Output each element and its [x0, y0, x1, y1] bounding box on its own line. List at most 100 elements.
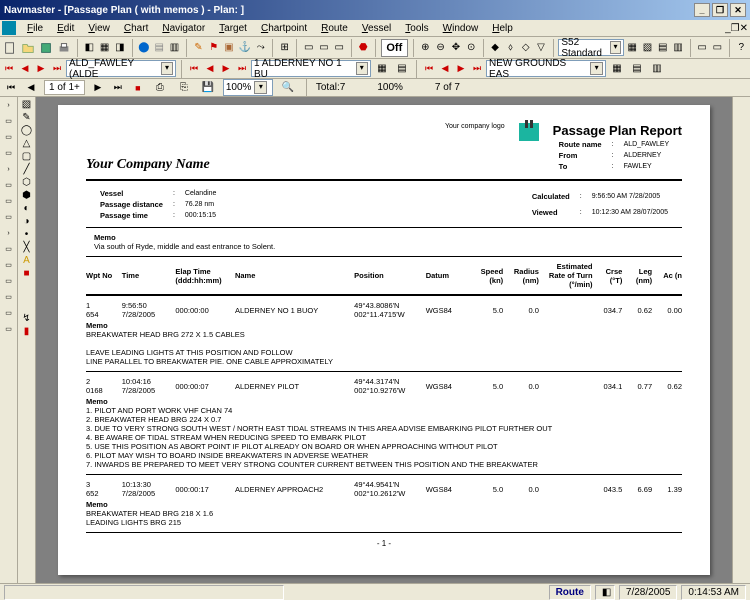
page-next-icon[interactable]: ▶	[91, 81, 105, 95]
nav-tool3-icon[interactable]: ▦	[608, 60, 626, 78]
nav-tool5-icon[interactable]: ▥	[648, 60, 666, 78]
chart-icon[interactable]: ▤	[153, 39, 166, 57]
anchor-icon[interactable]: ⚓	[238, 39, 252, 57]
menu-route[interactable]: Route	[314, 23, 355, 34]
layer3-icon[interactable]: ▭	[333, 39, 346, 57]
next-a-icon[interactable]: ▶	[34, 62, 48, 76]
tool-b-icon[interactable]: ▦	[98, 39, 111, 57]
help-icon[interactable]: ?	[735, 39, 748, 57]
lt-b12[interactable]: ▭	[2, 323, 16, 337]
target-icon[interactable]: ▣	[222, 39, 235, 57]
page-tool-icon[interactable]: ⎘	[175, 79, 193, 97]
grid-icon[interactable]: ⊞	[278, 39, 291, 57]
lt-hide-1[interactable]: ›	[2, 99, 16, 113]
lt-b9[interactable]: ▭	[2, 275, 16, 289]
menu-tools[interactable]: Tools	[398, 23, 435, 34]
lt-b1[interactable]: ▭	[2, 115, 16, 129]
route-combo-a[interactable]: ALD_FAWLEY (ALDE▾	[66, 60, 176, 77]
page-last-icon[interactable]: ⏭	[111, 81, 125, 95]
lt2-b11[interactable]: •	[25, 229, 29, 240]
disp3-icon[interactable]: ▤	[656, 39, 669, 57]
first-a-icon[interactable]: ⏮	[2, 62, 16, 76]
nav-tool2-icon[interactable]: ▤	[393, 60, 411, 78]
restore-button[interactable]: ❐	[712, 3, 728, 17]
page-first-icon[interactable]: ⏮	[4, 81, 18, 95]
danger-icon[interactable]: ⬣	[357, 39, 370, 57]
lt-b6[interactable]: ▭	[2, 211, 16, 225]
lt-b8[interactable]: ▭	[2, 259, 16, 273]
globe-icon[interactable]: ⬤	[137, 39, 150, 57]
prev-a-icon[interactable]: ◀	[18, 62, 32, 76]
first-c-icon[interactable]: ⏮	[422, 62, 436, 76]
ext1-icon[interactable]: ▭	[695, 39, 708, 57]
page-stop-icon[interactable]: ■	[131, 81, 145, 95]
lt-b7[interactable]: ▭	[2, 243, 16, 257]
tool-a-icon[interactable]: ◧	[83, 39, 96, 57]
menu-navigator[interactable]: Navigator	[155, 23, 212, 34]
lt2-b8[interactable]: ⬢	[22, 190, 31, 201]
tool-c-icon[interactable]: ◨	[113, 39, 126, 57]
disp4-icon[interactable]: ▥	[671, 39, 684, 57]
lt2-b14[interactable]: ■	[23, 268, 29, 279]
lt2-b12[interactable]: ╳	[23, 242, 29, 253]
display-standard-combo[interactable]: S52 Standard▾	[558, 39, 623, 56]
next-c-icon[interactable]: ▶	[454, 62, 468, 76]
center-icon[interactable]: ⊙	[465, 39, 478, 57]
edit-icon[interactable]: ✎	[192, 39, 205, 57]
nav-tool4-icon[interactable]: ▤	[628, 60, 646, 78]
off-toggle[interactable]: Off	[381, 39, 408, 57]
lt2-b4[interactable]: △	[23, 138, 31, 149]
prev-b-icon[interactable]: ◀	[203, 62, 217, 76]
save-icon[interactable]	[38, 39, 54, 57]
lt2-b13[interactable]: A	[23, 255, 30, 266]
menu-file[interactable]: File	[20, 23, 50, 34]
menu-help[interactable]: Help	[485, 23, 520, 34]
lt-b5[interactable]: ▭	[2, 195, 16, 209]
prev-c-icon[interactable]: ◀	[438, 62, 452, 76]
lt2-b7[interactable]: ⬡	[22, 177, 31, 188]
last-a-icon[interactable]: ⏭	[50, 62, 64, 76]
lt2-b15[interactable]: ↯	[22, 313, 30, 324]
open-icon[interactable]	[20, 39, 36, 57]
lt2-b2[interactable]: ✎	[22, 112, 30, 123]
menu-target[interactable]: Target	[212, 23, 254, 34]
new-icon[interactable]	[2, 39, 18, 57]
flag-icon[interactable]: ⚑	[207, 39, 220, 57]
pan-icon[interactable]: ✥	[449, 39, 462, 57]
page-print-icon[interactable]: ⎙	[151, 79, 169, 97]
lt-b11[interactable]: ▭	[2, 307, 16, 321]
menu-view[interactable]: View	[81, 23, 117, 34]
lt-hide-3[interactable]: ›	[2, 227, 16, 241]
close-button[interactable]: ✕	[730, 3, 746, 17]
zoom-combo[interactable]: 100%▾	[223, 79, 273, 96]
lt2-b3[interactable]: ◯	[21, 125, 32, 136]
ext2-icon[interactable]: ▭	[711, 39, 724, 57]
zoom-tool-icon[interactable]: 🔍	[279, 79, 297, 97]
last-c-icon[interactable]: ⏭	[470, 62, 484, 76]
lt2-b5[interactable]: ▢	[22, 151, 31, 162]
next-b-icon[interactable]: ▶	[219, 62, 233, 76]
misc3-icon[interactable]: ◇	[519, 39, 532, 57]
misc4-icon[interactable]: ▽	[534, 39, 547, 57]
lt2-b1[interactable]: ▧	[22, 99, 31, 110]
misc1-icon[interactable]: ◆	[489, 39, 502, 57]
minimize-button[interactable]: _	[694, 3, 710, 17]
lt2-b10[interactable]: ◑	[23, 216, 29, 227]
lt-b2[interactable]: ▭	[2, 131, 16, 145]
menu-vessel[interactable]: Vessel	[355, 23, 398, 34]
menu-chart[interactable]: Chart	[117, 23, 155, 34]
first-b-icon[interactable]: ⏮	[187, 62, 201, 76]
lt-hide-2[interactable]: ›	[2, 163, 16, 177]
route-combo-c[interactable]: NEW GROUNDS EAS▾	[486, 60, 606, 77]
zoomout-icon[interactable]: ⊖	[434, 39, 447, 57]
misc2-icon[interactable]: ⬨	[504, 39, 517, 57]
menu-window[interactable]: Window	[436, 23, 486, 34]
doc-restore[interactable]: ❐	[731, 23, 740, 34]
page-export-icon[interactable]: 💾	[199, 79, 217, 97]
route-icon[interactable]: ⤳	[254, 39, 267, 57]
layer1-icon[interactable]: ▭	[302, 39, 315, 57]
disp1-icon[interactable]: ▦	[626, 39, 639, 57]
lt2-b9[interactable]: ◐	[23, 203, 29, 214]
menu-edit[interactable]: Edit	[50, 23, 81, 34]
lt-b10[interactable]: ▭	[2, 291, 16, 305]
